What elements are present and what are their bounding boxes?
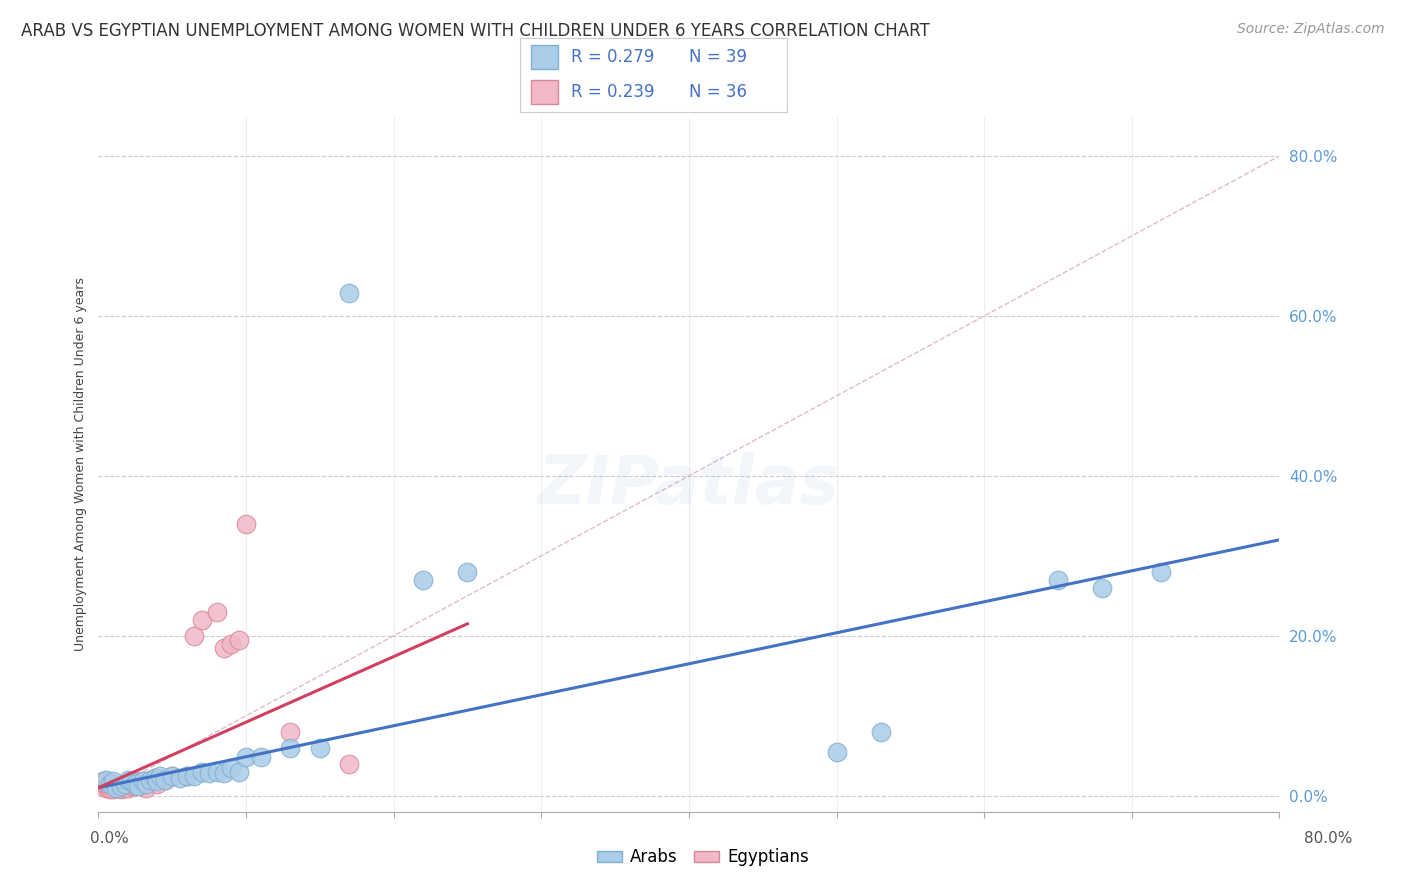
Point: [105, 780, 128, 795]
Point: [1046, 573, 1070, 587]
Point: [110, 779, 132, 793]
Point: [221, 761, 243, 775]
Point: [94, 772, 117, 787]
Point: [114, 780, 136, 795]
Point: [1150, 565, 1173, 579]
Point: [153, 772, 176, 787]
Point: [280, 724, 302, 739]
Point: [280, 740, 302, 755]
Point: [221, 637, 243, 651]
Point: [103, 782, 125, 797]
Text: Source: ZipAtlas.com: Source: ZipAtlas.com: [1237, 22, 1385, 37]
Point: [183, 629, 205, 643]
Point: [212, 640, 235, 655]
Point: [339, 756, 361, 771]
Point: [153, 772, 176, 787]
Text: ARAB VS EGYPTIAN UNEMPLOYMENT AMONG WOMEN WITH CHILDREN UNDER 6 YEARS CORRELATIO: ARAB VS EGYPTIAN UNEMPLOYMENT AMONG WOME…: [21, 22, 929, 40]
Point: [94, 780, 117, 795]
Point: [143, 771, 166, 785]
Point: [162, 769, 183, 783]
Text: R = 0.279: R = 0.279: [571, 47, 654, 66]
Point: [339, 286, 361, 301]
Point: [250, 750, 273, 764]
Point: [114, 777, 136, 791]
Point: [124, 777, 146, 791]
Point: [412, 573, 434, 587]
Point: [98, 779, 121, 793]
Point: [117, 780, 139, 795]
Point: [132, 774, 155, 789]
Point: [103, 777, 125, 791]
Point: [96, 779, 118, 793]
Point: [103, 774, 125, 789]
Point: [91, 774, 114, 789]
Point: [143, 771, 166, 785]
Y-axis label: Unemployment Among Women with Children Under 6 years: Unemployment Among Women with Children U…: [75, 277, 87, 651]
Point: [120, 777, 142, 791]
Text: ZIPatlas: ZIPatlas: [538, 451, 839, 517]
Point: [212, 766, 235, 780]
Text: N = 39: N = 39: [689, 47, 747, 66]
Point: [120, 779, 142, 793]
Point: [146, 777, 169, 791]
Point: [105, 780, 128, 795]
Point: [870, 724, 893, 739]
Point: [124, 774, 146, 789]
Point: [98, 777, 121, 791]
Text: 0.0%: 0.0%: [90, 831, 129, 846]
Point: [176, 769, 198, 783]
Point: [205, 605, 228, 619]
Point: [117, 772, 139, 787]
Point: [135, 777, 157, 791]
Point: [120, 774, 142, 789]
Point: [128, 777, 150, 791]
FancyBboxPatch shape: [531, 80, 558, 104]
Text: R = 0.239: R = 0.239: [571, 83, 654, 101]
Point: [1091, 581, 1114, 595]
Point: [139, 774, 162, 789]
Point: [110, 779, 132, 793]
Point: [98, 782, 121, 797]
Point: [457, 565, 479, 579]
Point: [135, 780, 157, 795]
Text: N = 36: N = 36: [689, 83, 747, 101]
Point: [235, 516, 257, 531]
Text: 80.0%: 80.0%: [1305, 831, 1353, 846]
Point: [124, 779, 146, 793]
Point: [162, 769, 183, 783]
Legend: Arabs, Egyptians: Arabs, Egyptians: [591, 842, 815, 873]
Point: [127, 779, 149, 793]
Point: [132, 774, 155, 789]
Point: [198, 766, 221, 780]
Point: [110, 782, 132, 797]
Point: [228, 764, 250, 779]
Point: [205, 764, 228, 779]
Point: [825, 745, 848, 759]
Point: [139, 772, 162, 787]
Point: [146, 774, 169, 789]
Point: [191, 613, 214, 627]
Point: [97, 780, 120, 795]
Point: [228, 632, 250, 647]
FancyBboxPatch shape: [531, 45, 558, 69]
Point: [235, 750, 257, 764]
Point: [176, 769, 198, 783]
Point: [149, 769, 172, 783]
Point: [169, 771, 191, 785]
Point: [191, 764, 214, 779]
Point: [183, 769, 205, 783]
Point: [309, 740, 332, 755]
Point: [132, 779, 155, 793]
